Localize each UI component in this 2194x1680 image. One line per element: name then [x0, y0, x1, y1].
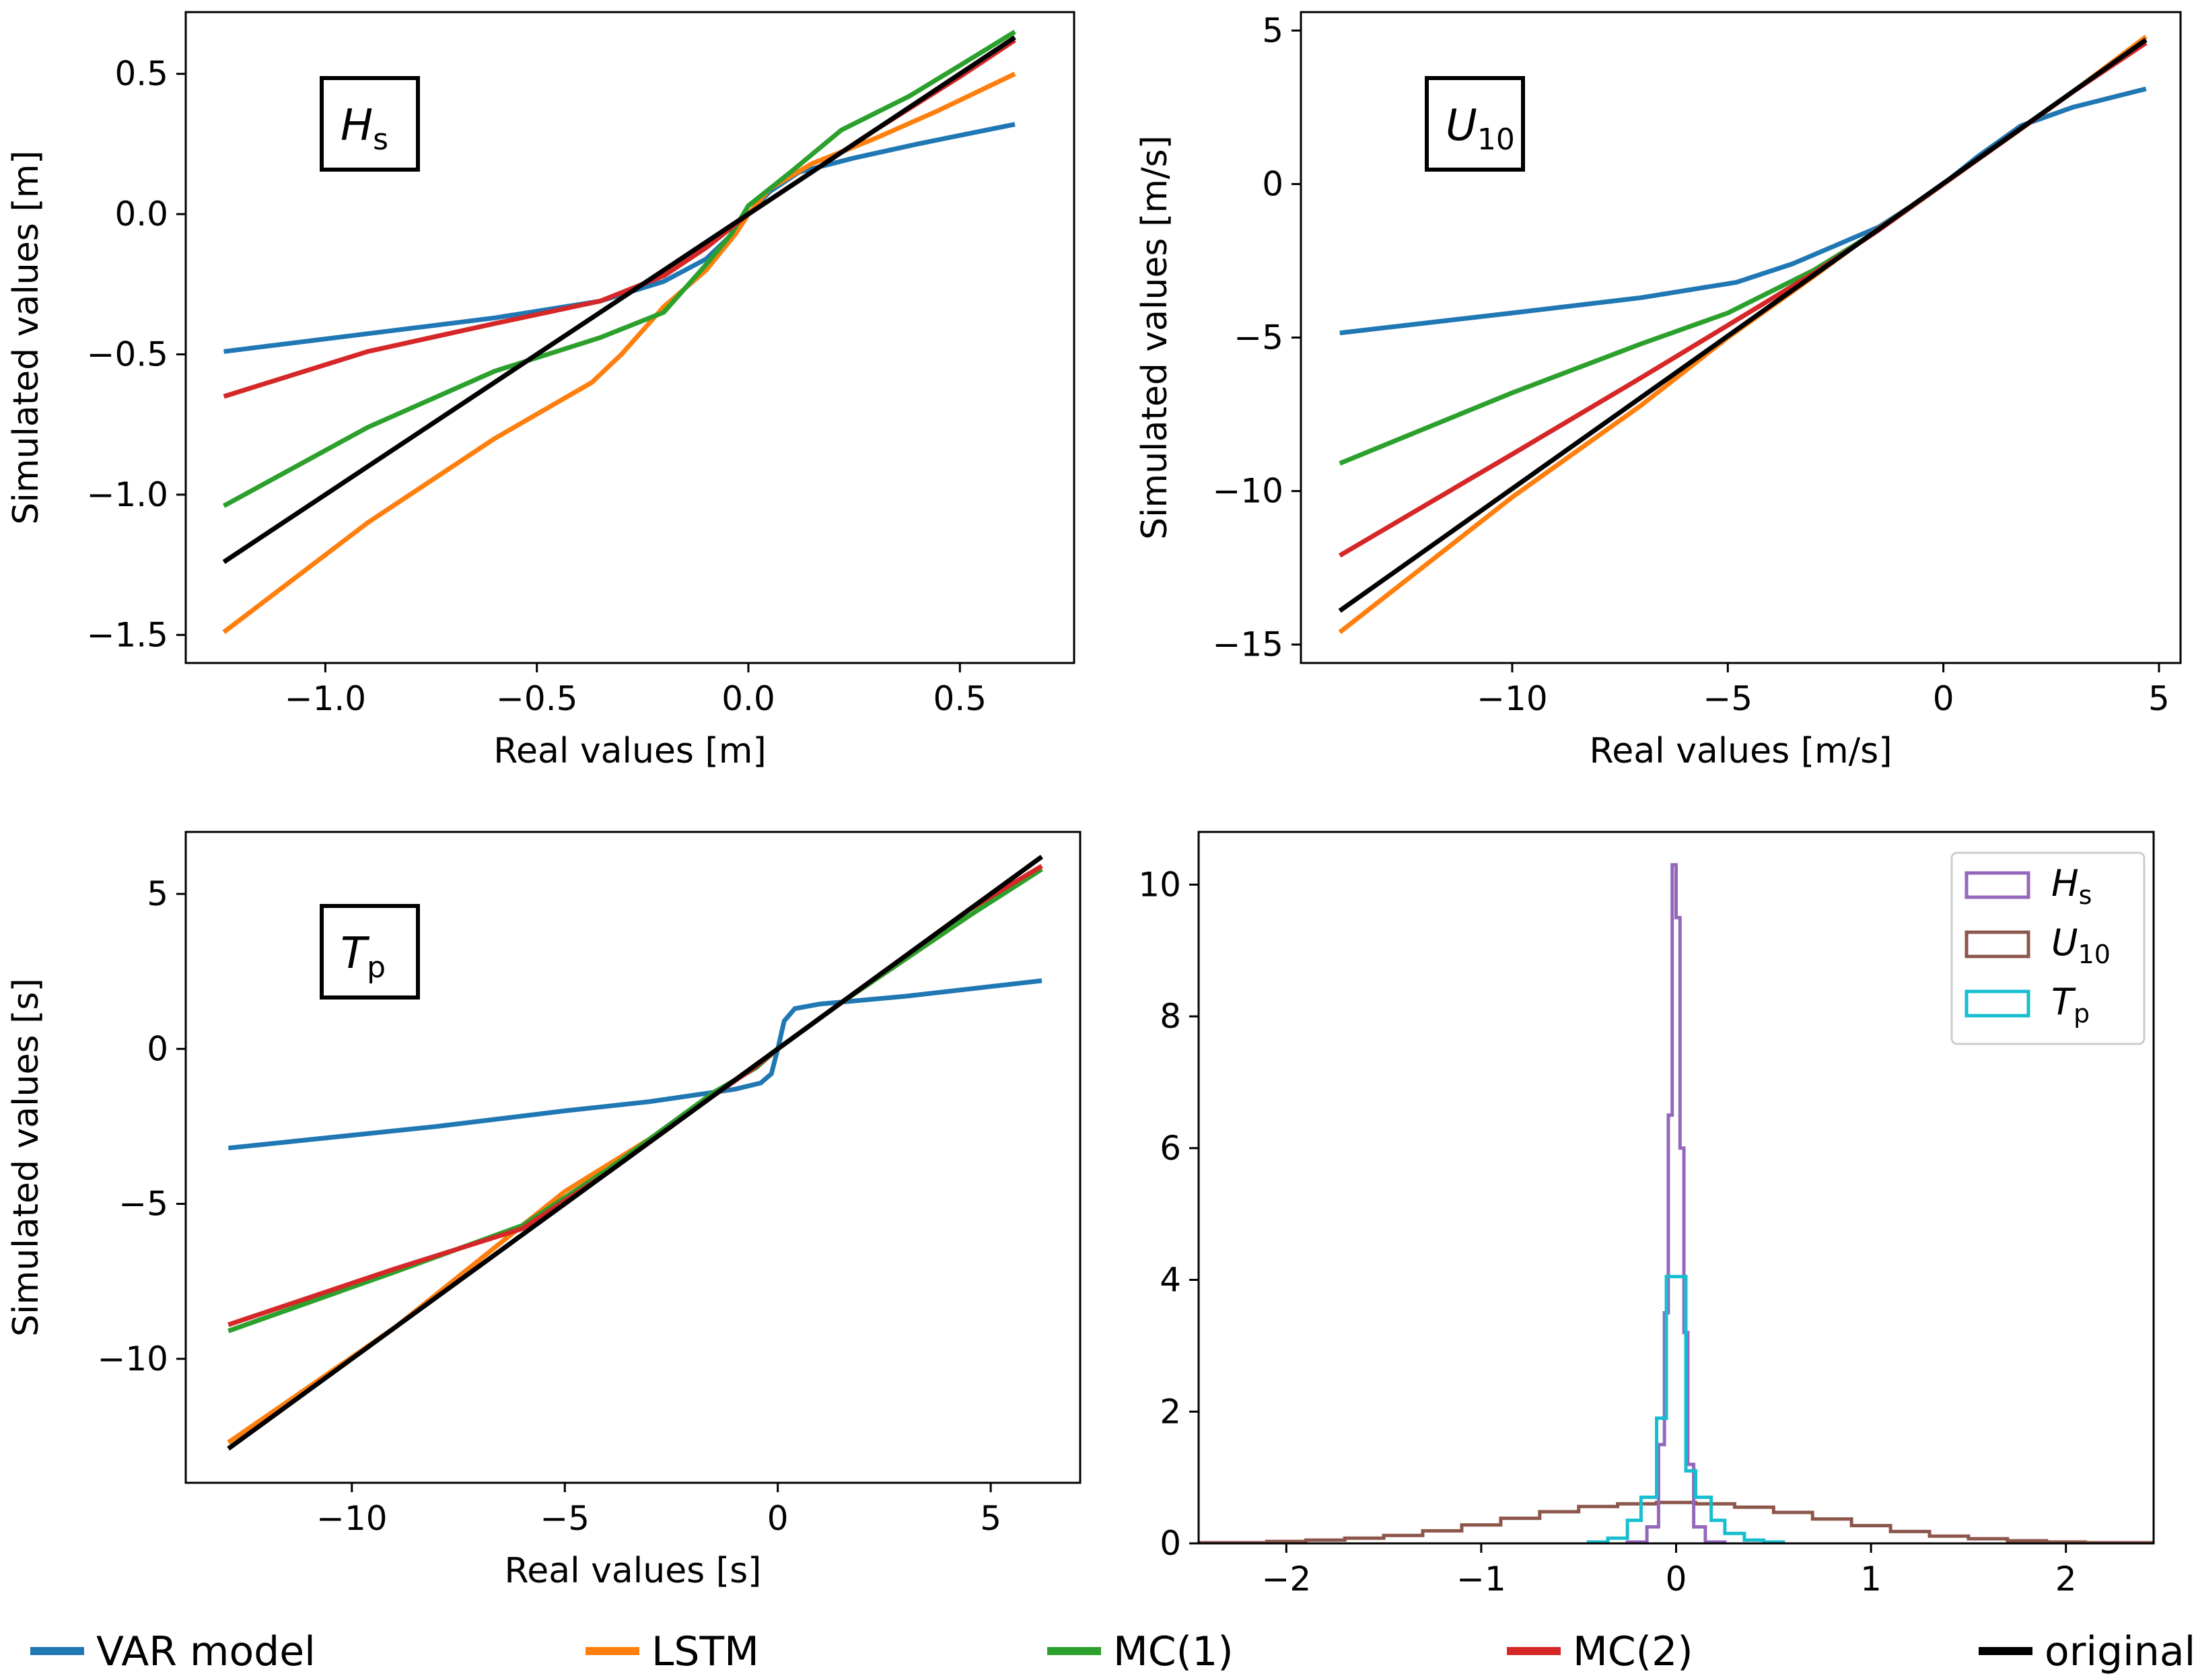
legend-swatch-tp: [1965, 989, 2030, 1018]
y-tick-label: 2: [1160, 1392, 1181, 1431]
axes-frame: [1300, 11, 2182, 664]
y-tick-label: 0: [1160, 1524, 1181, 1563]
x-tick-label: 0: [1666, 1560, 1687, 1599]
legend-label-hs: Hs: [2051, 862, 2092, 910]
y-tick-label: 5: [1262, 11, 1283, 50]
x-tick-label: 0: [1933, 679, 1954, 718]
u10-scatter-panel: −10 −5 0 5 −15 −10 −5 0 5 Real values [m/s] Simula…: [1135, 11, 2182, 771]
x-tick-label: 5: [2148, 679, 2170, 718]
series-group: [222, 30, 1016, 634]
variable-label-box: [1425, 76, 1525, 172]
y-tick-label: 0.0: [114, 195, 168, 234]
axes-frame: [1197, 831, 2155, 1545]
histogram-tp: [1586, 1275, 1785, 1543]
series-line-original: [1338, 38, 2148, 613]
y-tick-label: −1.5: [87, 615, 168, 654]
histogram-panel: −2 −1 0 1 2 0 2 4 6 8 10 Hs U10 Tp: [1138, 831, 2155, 1599]
x-tick-label: −0.5: [496, 679, 577, 718]
y-tick-label: 10: [1138, 865, 1181, 904]
x-axis-label: Real values [m]: [493, 731, 767, 771]
series-line-original: [222, 35, 1016, 564]
y-axis-label: Simulated values [s]: [6, 978, 46, 1337]
x-tick-label: −1.0: [285, 679, 366, 718]
x-tick-label: 0.5: [933, 679, 987, 718]
y-tick-label: −5: [1234, 318, 1283, 357]
legend-label-tp: Tp: [2051, 981, 2090, 1028]
figure-legend-label: MC(1): [1113, 1628, 1234, 1675]
axes-frame: [184, 831, 1082, 1484]
y-tick-label: −0.5: [87, 335, 168, 374]
axes-frame: [184, 11, 1075, 664]
figure-legend-label: LSTM: [651, 1628, 759, 1675]
x-axis-label: Real values [s]: [505, 1551, 762, 1591]
figure-legend: VAR model LSTM MC(1) MC(2) original: [30, 1628, 2194, 1675]
tp-scatter-panel: −10 −5 0 5 −10 −5 0 5 Real values [s] Simulated v…: [6, 831, 1082, 1591]
x-tick-label: −10: [316, 1499, 388, 1538]
variable-label: Hs: [341, 101, 388, 157]
y-tick-label: −1.0: [87, 475, 168, 514]
x-tick-label: −5: [540, 1499, 590, 1538]
series-line-var-model: [227, 978, 1042, 1151]
series-group: [1338, 34, 2148, 635]
x-tick-label: 1: [1860, 1560, 1882, 1599]
y-axis-label: Simulated values [m]: [6, 150, 46, 524]
y-axis-label: Simulated values [m/s]: [1135, 135, 1175, 540]
x-tick-label: 2: [2055, 1560, 2077, 1599]
series-line-lstm: [222, 71, 1016, 634]
x-tick-label: −5: [1703, 679, 1753, 718]
histogram-hs: [1625, 863, 1727, 1543]
x-tick-label: 0.0: [721, 679, 775, 718]
variable-label-box: [320, 76, 420, 172]
figure-legend-label: VAR model: [96, 1628, 316, 1675]
y-tick-label: 0.5: [114, 55, 168, 94]
figure-legend-label: MC(2): [1573, 1628, 1693, 1675]
variable-label-box: [320, 904, 420, 1000]
variable-label: Tp: [341, 929, 386, 985]
y-tick-label: −5: [118, 1185, 168, 1224]
y-tick-label: 6: [1160, 1129, 1181, 1168]
series-group: [227, 854, 1044, 1451]
hs-scatter-panel: −1.0 −0.5 0.0 0.5 −1.5 −1.0 −0.5 0.0 0.5 Real val…: [6, 11, 1075, 771]
figure-legend-label: original: [2045, 1628, 2194, 1675]
legend-label-u10: U10: [2051, 921, 2111, 969]
y-tick-label: 0: [1262, 164, 1283, 203]
series-line-original: [227, 854, 1044, 1451]
y-tick-label: 4: [1160, 1261, 1181, 1300]
y-tick-label: 5: [147, 874, 168, 913]
legend-swatch-hs: [1965, 871, 2030, 899]
legend-swatch-u10: [1965, 930, 2030, 958]
y-tick-label: −10: [97, 1339, 168, 1378]
y-tick-label: 0: [147, 1029, 168, 1068]
x-tick-label: −1: [1456, 1560, 1506, 1599]
x-tick-label: 5: [980, 1499, 1001, 1538]
x-axis-label: Real values [m/s]: [1589, 731, 1892, 771]
histogram-u10: [1199, 1500, 2154, 1543]
y-tick-label: 8: [1160, 997, 1181, 1036]
x-tick-label: −2: [1261, 1560, 1311, 1599]
x-tick-label: −10: [1477, 679, 1548, 718]
x-tick-label: 0: [767, 1499, 789, 1538]
y-tick-label: −15: [1212, 625, 1283, 664]
y-tick-label: −10: [1212, 472, 1283, 511]
histogram-group: [1199, 863, 2154, 1543]
variable-label: U10: [1446, 101, 1515, 157]
histogram-legend-box: [1950, 851, 2146, 1045]
